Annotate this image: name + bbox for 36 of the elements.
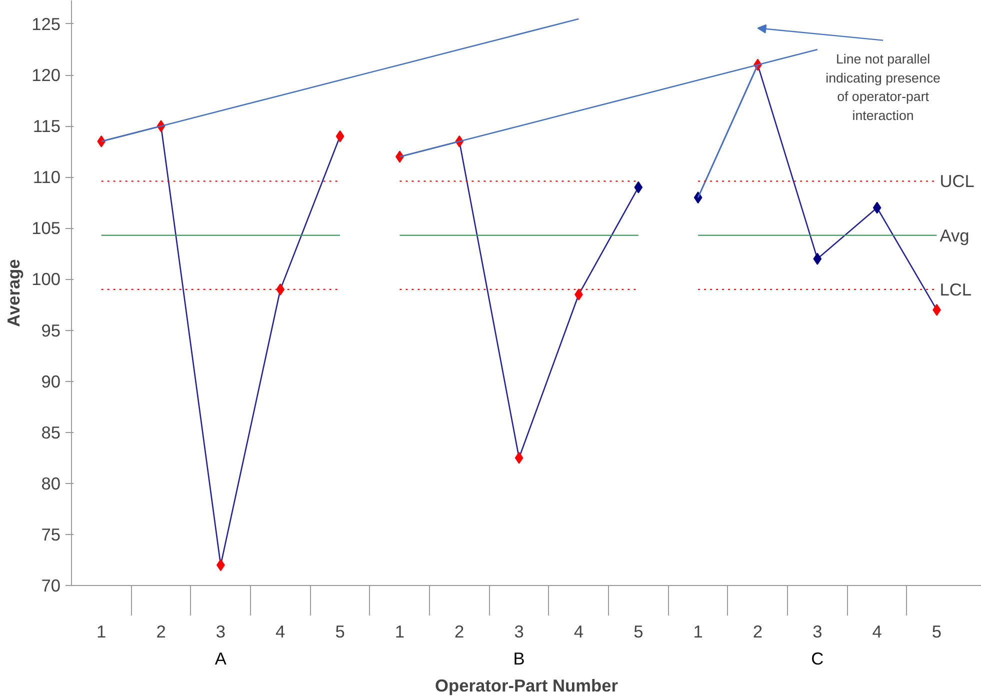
x-tick-label: 1 xyxy=(693,622,703,642)
text: A xyxy=(214,648,227,668)
y-tick-label: 105 xyxy=(32,218,61,238)
x-axis-title: Operator-Part Number xyxy=(435,676,618,696)
text: B xyxy=(513,648,525,668)
x-tick-label: 3 xyxy=(812,622,822,642)
x-tick-label: 4 xyxy=(872,622,882,642)
y-tick-label: 85 xyxy=(41,422,61,442)
y-tick-label: 100 xyxy=(32,269,61,290)
ref-line-label: LCL xyxy=(940,279,972,300)
ref-line-label: UCL xyxy=(940,171,975,192)
x-tick-label: 5 xyxy=(932,622,942,642)
x-tick-label: 1 xyxy=(394,622,405,642)
annotation: Line not parallel indicating presence of operator-part interaction xyxy=(826,52,940,123)
x-tick-label: 4 xyxy=(276,622,286,642)
x-tick-label: 2 xyxy=(454,622,464,642)
x-tick-label: 2 xyxy=(156,622,166,642)
y-tick-label: 70 xyxy=(41,576,61,596)
x-tick-label: 5 xyxy=(634,622,644,642)
y-tick-label: 90 xyxy=(41,371,61,392)
x-tick-label: 1 xyxy=(96,622,106,642)
y-tick-label: 95 xyxy=(41,320,61,340)
x-tick-label: 5 xyxy=(335,622,345,642)
x-tick-label: 3 xyxy=(216,622,226,642)
y-axis-title: Average xyxy=(4,258,24,327)
x-tick-label: 4 xyxy=(574,622,584,642)
y-tick-label: 120 xyxy=(32,65,61,86)
y-tick-label: 115 xyxy=(32,116,61,136)
y-tick-label: 110 xyxy=(32,167,61,188)
y-tick-label: 125 xyxy=(32,14,61,34)
x-tick-label: 2 xyxy=(752,622,763,642)
text: C xyxy=(811,648,824,668)
y-tick-label: 75 xyxy=(41,524,61,544)
x-tick-label: 3 xyxy=(514,622,524,642)
ref-line-label: Avg xyxy=(940,225,970,246)
y-tick-label: 80 xyxy=(41,473,61,494)
